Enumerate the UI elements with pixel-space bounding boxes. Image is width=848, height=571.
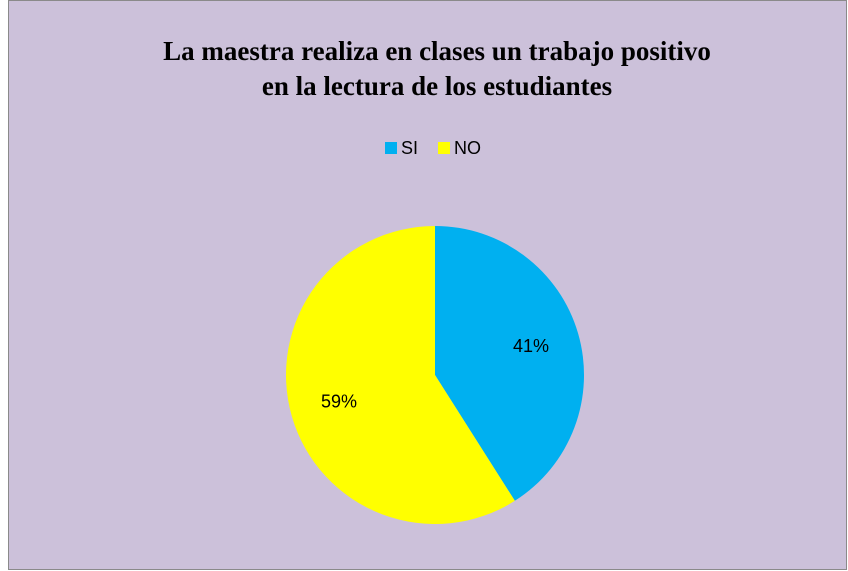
chart-title: La maestra realiza en clases un trabajo … bbox=[163, 36, 711, 66]
legend-swatch bbox=[438, 142, 451, 154]
pie-slice bbox=[286, 226, 515, 524]
legend-label: NO bbox=[454, 138, 481, 158]
pie-slice bbox=[435, 226, 585, 501]
legend-swatch bbox=[385, 142, 397, 154]
legend-label: SI bbox=[401, 138, 418, 158]
data-label: 41% bbox=[513, 336, 549, 356]
data-label: 59% bbox=[321, 392, 357, 412]
chart-title: en la lectura de los estudiantes bbox=[262, 71, 612, 101]
